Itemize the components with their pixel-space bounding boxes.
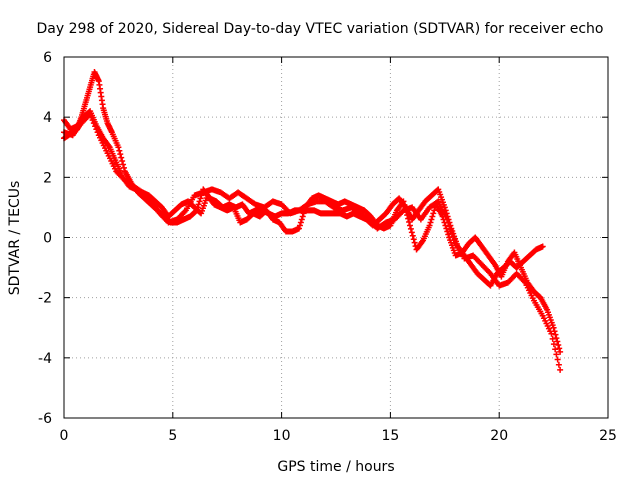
x-axis-label: GPS time / hours: [277, 459, 394, 475]
data-point-marker: [555, 361, 562, 368]
data-point-marker: [557, 366, 564, 373]
data-point-marker: [554, 356, 561, 363]
data-point-marker: [406, 222, 413, 229]
data-point-marker: [88, 114, 95, 121]
chart-title: Day 298 of 2020, Sidereal Day-to-day VTE…: [37, 21, 604, 37]
data-point-marker: [406, 219, 413, 226]
data-point-marker: [120, 161, 127, 168]
x-tick-label: 25: [599, 428, 617, 444]
data-point-marker: [428, 216, 435, 223]
data-point-marker: [444, 228, 451, 235]
data-point-marker: [539, 243, 546, 250]
data-point-marker: [431, 207, 438, 214]
data-point-marker: [409, 232, 416, 239]
data-point-marker: [90, 120, 97, 127]
data-point-marker: [196, 198, 203, 205]
data-points: [61, 69, 564, 373]
data-point-marker: [550, 341, 557, 348]
data-point-marker: [408, 229, 415, 236]
y-axis-label: SDTVAR / TECUs: [7, 181, 23, 296]
data-point-marker: [92, 123, 99, 130]
data-point-marker: [87, 111, 94, 118]
data-point-marker: [89, 117, 96, 124]
y-tick-label: -4: [38, 351, 52, 367]
data-point-marker: [443, 225, 450, 232]
data-point-marker: [119, 158, 126, 165]
y-tick-label: 2: [43, 170, 52, 186]
x-tick-label: 20: [490, 428, 508, 444]
x-tick-label: 5: [168, 428, 177, 444]
data-point-marker: [445, 231, 452, 238]
data-point-marker: [195, 201, 202, 208]
data-point-marker: [448, 230, 455, 237]
data-point-marker: [549, 335, 556, 342]
data-point-marker: [405, 215, 412, 222]
y-tick-label: -6: [38, 411, 52, 427]
data-point-marker: [401, 201, 408, 208]
x-tick-label: 10: [273, 428, 291, 444]
data-point-marker: [117, 151, 124, 158]
data-point-marker: [430, 210, 437, 217]
grid-lines: [64, 57, 608, 418]
data-point-marker: [411, 239, 418, 246]
data-point-marker: [296, 225, 303, 232]
data-point-marker: [429, 213, 436, 220]
data-point-marker: [447, 226, 454, 233]
data-point-marker: [410, 236, 417, 243]
data-point-marker: [450, 233, 457, 240]
data-point-marker: [115, 144, 122, 151]
data-point-marker: [118, 154, 125, 161]
data-point-marker: [297, 219, 304, 226]
data-point-marker: [443, 216, 450, 223]
y-tick-label: 0: [43, 231, 52, 247]
data-point-marker: [94, 129, 101, 136]
data-point-marker: [407, 225, 414, 232]
data-point-marker: [557, 348, 564, 355]
data-point-marker: [197, 195, 204, 202]
axis-ticks: 0 5 10 15 20 25 -6 -4 -2 0 2 4 6: [38, 50, 617, 444]
data-point-marker: [300, 210, 307, 217]
data-point-marker: [552, 346, 559, 353]
data-point-marker: [116, 147, 123, 154]
data-point-marker: [427, 219, 434, 226]
x-tick-label: 15: [381, 428, 399, 444]
data-point-marker: [554, 338, 561, 345]
y-tick-label: 6: [43, 50, 52, 66]
data-point-marker: [556, 345, 563, 352]
data-point-marker: [299, 213, 306, 220]
data-point-marker: [298, 216, 305, 223]
data-point-marker: [93, 126, 100, 133]
data-point-marker: [555, 341, 562, 348]
y-tick-label: -2: [38, 291, 52, 307]
data-point-marker: [296, 222, 303, 229]
data-point-marker: [426, 222, 433, 229]
data-point-marker: [404, 212, 411, 219]
data-point-marker: [446, 223, 453, 230]
y-tick-label: 4: [43, 110, 52, 126]
data-point-marker: [550, 324, 557, 331]
data-point-marker: [445, 219, 452, 226]
data-point-marker: [120, 164, 127, 171]
data-point-marker: [552, 331, 559, 338]
data-point-marker: [548, 330, 555, 337]
data-point-marker: [553, 335, 560, 342]
x-tick-label: 0: [60, 428, 69, 444]
data-point-marker: [451, 237, 458, 244]
data-point-marker: [400, 198, 407, 205]
data-point-marker: [553, 351, 560, 358]
